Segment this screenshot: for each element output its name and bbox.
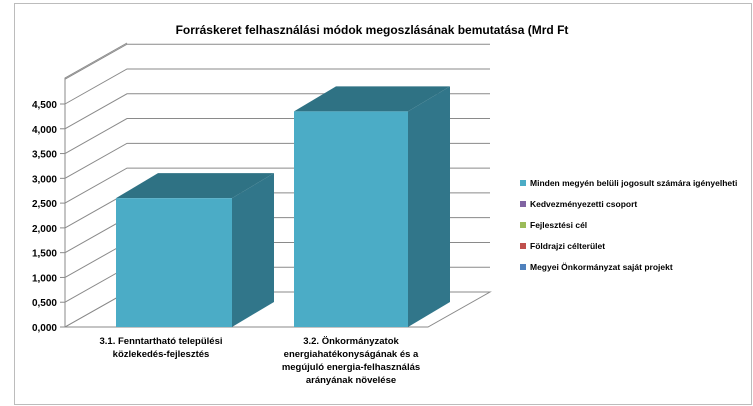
legend-swatch xyxy=(520,201,526,207)
category-label-line: arányának növelése xyxy=(306,375,396,386)
bar xyxy=(294,86,450,327)
gridline xyxy=(64,68,490,105)
legend-label: Kedvezményezetti csoport xyxy=(530,199,637,209)
bar-front xyxy=(294,111,408,327)
category-label-line: energiahatékonyságának és a xyxy=(284,349,419,360)
bar-side xyxy=(232,173,274,327)
y-tick-label: 1,000 xyxy=(32,273,57,284)
bar-top xyxy=(116,173,274,199)
y-tick-label: 3,500 xyxy=(32,150,57,161)
legend-label: Minden megyén belüli jogosult számára ig… xyxy=(530,178,737,188)
x-axis-categories: 3.1. Fenntartható települési közlekedés-f… xyxy=(100,336,421,386)
legend-item: Fejlesztési cél xyxy=(520,220,587,230)
y-axis-ticks: 0,000 0,500 1,000 1,500 2,000 2,500 3,000 3,500… xyxy=(32,100,57,334)
legend-item: Földrajzi célterület xyxy=(520,241,605,251)
legend-item: Minden megyén belüli jogosult számára ig… xyxy=(520,178,737,188)
legend-label: Földrajzi célterület xyxy=(530,241,605,251)
y-tick-label: 4,500 xyxy=(32,100,57,111)
category-label: 3.1. Fenntartható települési közlekedés-f… xyxy=(100,336,223,360)
category-label-line: 3.1. Fenntartható települési xyxy=(100,336,223,347)
legend-item: Megyei Önkormányzat saját projekt xyxy=(520,262,673,272)
bar-front xyxy=(116,198,232,327)
gridline xyxy=(64,43,490,80)
legend-swatch xyxy=(520,180,526,186)
y-tick-label: 2,000 xyxy=(32,224,57,235)
chart-title: Forráskeret felhasználási módok megoszlá… xyxy=(176,23,569,37)
legend-item: Kedvezményezetti csoport xyxy=(520,199,637,209)
category-label-line: megújuló energia-felhasználás xyxy=(282,362,420,373)
chart-frame: Forráskeret felhasználási módok megoszlá… xyxy=(14,3,752,405)
legend-swatch xyxy=(520,243,526,249)
bar-top xyxy=(294,86,450,112)
category-label: 3.2. Önkormányzatok energiahatékonyságána… xyxy=(282,336,420,386)
category-label-line: közlekedés-fejlesztés xyxy=(113,349,210,360)
y-tick-label: 2,500 xyxy=(32,199,57,210)
y-tick-label: 4,000 xyxy=(32,125,57,136)
legend: Minden megyén belüli jogosult számára ig… xyxy=(520,178,737,272)
y-tick-label: 1,500 xyxy=(32,249,57,260)
bar-side xyxy=(408,86,450,327)
left-wall xyxy=(64,42,128,327)
legend-label: Fejlesztési cél xyxy=(530,220,587,230)
legend-label: Megyei Önkormányzat saját projekt xyxy=(530,262,673,272)
y-tick-label: 3,000 xyxy=(32,174,57,185)
category-label-line: 3.2. Önkormányzatok xyxy=(303,336,399,347)
bar xyxy=(116,173,274,327)
legend-swatch xyxy=(520,222,526,228)
bar-chart: Forráskeret felhasználási módok megoszlá… xyxy=(32,23,737,386)
bars xyxy=(116,86,450,327)
y-tick-label: 0,500 xyxy=(32,298,57,309)
y-tick-label: 0,000 xyxy=(32,323,57,334)
legend-swatch xyxy=(520,264,526,270)
